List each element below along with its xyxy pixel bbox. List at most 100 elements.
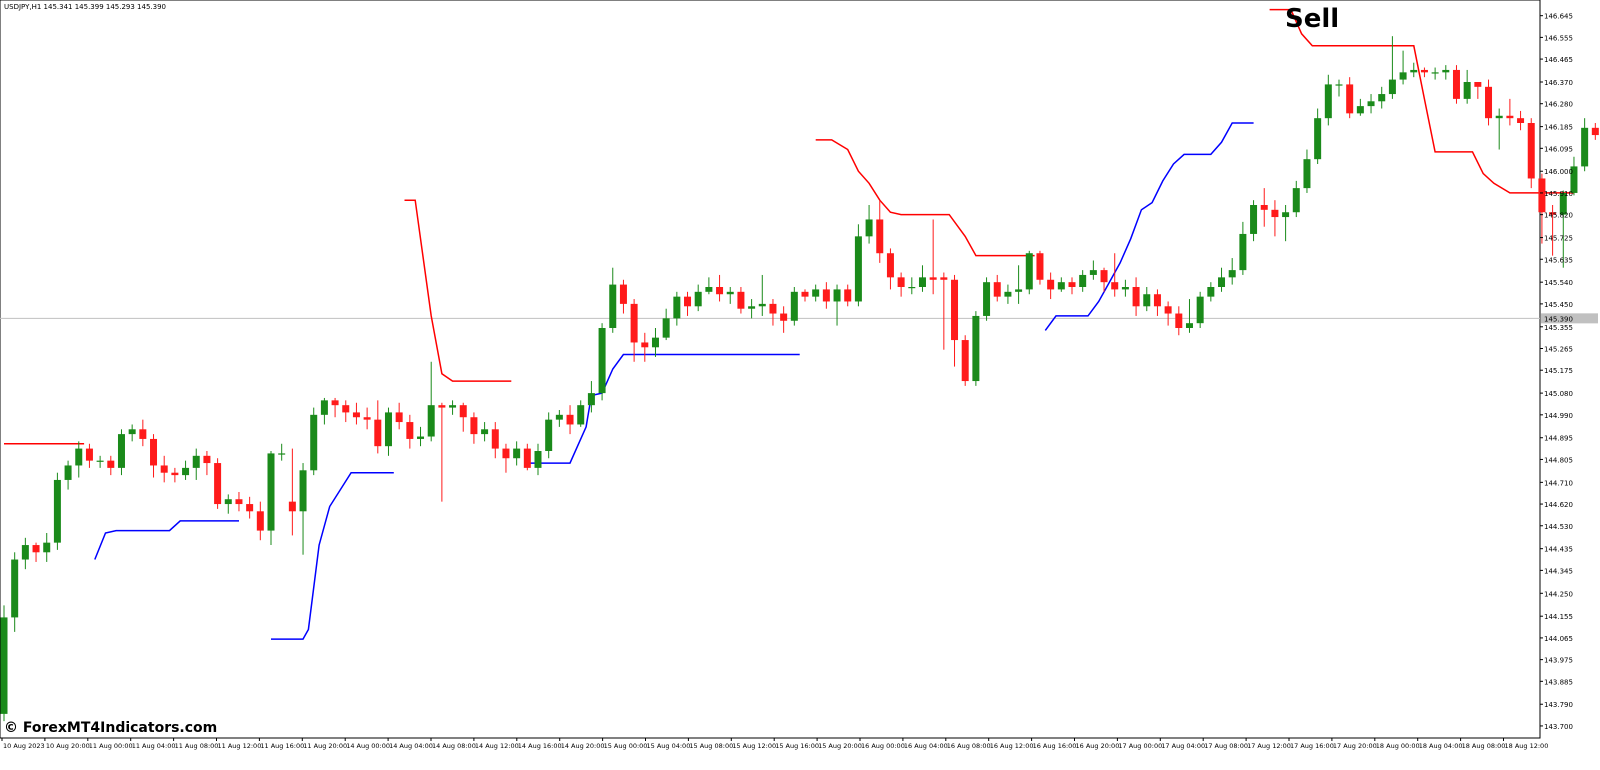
candle[interactable] (929, 219, 937, 295)
candle[interactable] (705, 277, 713, 295)
candle[interactable] (214, 458, 222, 509)
candle[interactable] (288, 448, 296, 536)
candle[interactable] (491, 422, 499, 459)
candle[interactable] (310, 407, 318, 476)
candle[interactable] (427, 361, 435, 442)
candle[interactable] (822, 282, 830, 309)
candle[interactable] (1581, 118, 1589, 172)
candle[interactable] (1175, 306, 1183, 336)
candle[interactable] (1549, 205, 1557, 256)
candle[interactable] (160, 455, 168, 483)
candle[interactable] (1153, 289, 1161, 316)
candle[interactable] (107, 455, 115, 476)
candle[interactable] (384, 407, 392, 456)
candle[interactable] (940, 272, 948, 350)
candle[interactable] (641, 332, 649, 362)
candle[interactable] (726, 287, 734, 304)
candle[interactable] (352, 402, 360, 425)
candle[interactable] (64, 460, 72, 490)
candle[interactable] (299, 463, 307, 555)
candle[interactable] (1292, 180, 1300, 218)
candle[interactable] (1015, 265, 1023, 304)
candle[interactable] (139, 419, 147, 447)
candle[interactable] (673, 291, 681, 326)
candle[interactable] (972, 311, 980, 386)
candle[interactable] (1495, 108, 1503, 150)
candle[interactable] (1378, 86, 1386, 109)
candle[interactable] (1538, 173, 1546, 244)
candle[interactable] (748, 299, 756, 319)
candle[interactable] (1250, 200, 1258, 242)
candle[interactable] (983, 277, 991, 321)
candle[interactable] (32, 542, 40, 562)
candle[interactable] (1431, 67, 1439, 80)
candle[interactable] (256, 501, 264, 541)
candle[interactable] (1047, 272, 1055, 300)
candle[interactable] (235, 492, 243, 512)
candle[interactable] (0, 605, 8, 722)
candle[interactable] (1324, 74, 1332, 126)
candle[interactable] (566, 405, 574, 435)
candle[interactable] (577, 400, 585, 427)
candle[interactable] (43, 533, 51, 562)
candle[interactable] (523, 443, 531, 471)
candle[interactable] (182, 460, 190, 480)
candle[interactable] (1132, 277, 1140, 316)
candle[interactable] (1218, 267, 1226, 292)
candle[interactable] (844, 284, 852, 307)
candle[interactable] (1570, 156, 1578, 196)
candle[interactable] (1004, 284, 1012, 304)
candle[interactable] (470, 412, 478, 444)
candle[interactable] (833, 284, 841, 326)
candle[interactable] (406, 414, 414, 449)
candle[interactable] (854, 224, 862, 307)
candle[interactable] (694, 284, 702, 312)
candle[interactable] (1517, 110, 1525, 131)
candle[interactable] (918, 265, 926, 292)
candle[interactable] (1388, 36, 1396, 99)
candle[interactable] (780, 306, 788, 333)
candle[interactable] (1068, 277, 1076, 295)
candle[interactable] (1228, 258, 1236, 285)
candle[interactable] (1121, 279, 1129, 297)
candle[interactable] (1303, 149, 1311, 193)
candle[interactable] (96, 455, 104, 468)
candle[interactable] (1314, 108, 1322, 164)
candle[interactable] (150, 434, 158, 478)
candle[interactable] (1346, 77, 1354, 119)
candle[interactable] (1036, 250, 1044, 285)
candle[interactable] (790, 287, 798, 326)
candle[interactable] (11, 552, 19, 632)
candle[interactable] (1282, 205, 1290, 242)
candle[interactable] (1420, 67, 1428, 78)
candle[interactable] (342, 400, 350, 423)
candle[interactable] (961, 335, 969, 386)
candle[interactable] (1079, 270, 1087, 292)
candle[interactable] (716, 274, 724, 302)
candle[interactable] (502, 443, 510, 473)
candle[interactable] (684, 291, 692, 316)
candle[interactable] (1356, 98, 1364, 116)
candle[interactable] (801, 289, 809, 302)
candle[interactable] (1111, 253, 1119, 297)
candle[interactable] (1057, 277, 1065, 292)
candle[interactable] (1399, 50, 1407, 85)
candle[interactable] (438, 402, 446, 502)
candle[interactable] (1474, 82, 1482, 99)
candle[interactable] (1089, 260, 1097, 280)
candle[interactable] (267, 451, 275, 546)
candle[interactable] (171, 467, 179, 483)
candle[interactable] (865, 205, 873, 244)
candle[interactable] (908, 277, 916, 295)
candle[interactable] (1164, 301, 1172, 326)
candle[interactable] (630, 299, 638, 362)
candle[interactable] (85, 443, 93, 468)
candle[interactable] (374, 400, 382, 454)
candle[interactable] (203, 451, 211, 476)
candle[interactable] (449, 400, 457, 415)
candle[interactable] (192, 448, 200, 480)
candle[interactable] (812, 284, 820, 302)
candle[interactable] (1207, 282, 1215, 302)
candle[interactable] (1591, 123, 1599, 140)
